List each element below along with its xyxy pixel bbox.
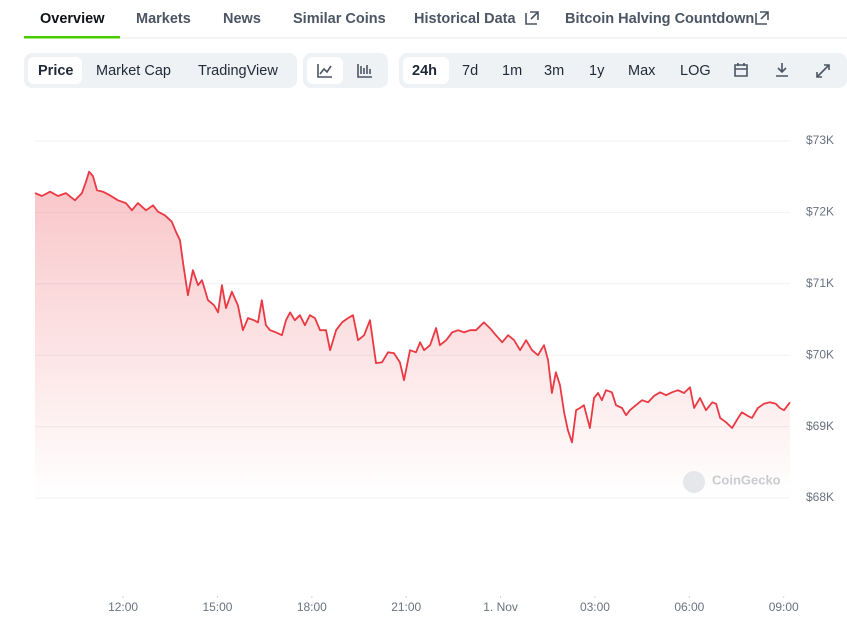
watermark: CoinGecko	[683, 471, 781, 493]
calendar-button[interactable]	[734, 63, 748, 77]
candle-chart-button[interactable]	[357, 64, 372, 78]
x-tick-label: 15:00	[202, 600, 232, 614]
range-button[interactable]: LOG	[680, 63, 711, 79]
x-tick-label: 06:00	[674, 600, 704, 614]
line-chart-button[interactable]	[317, 64, 332, 78]
external-link-icon	[525, 11, 539, 25]
tab[interactable]: Markets	[136, 11, 191, 27]
price-line	[34, 170, 791, 444]
tab[interactable]: Overview	[40, 11, 105, 27]
y-tick-label: $72K	[806, 205, 834, 219]
x-tick-label: 21:00	[391, 600, 421, 614]
download-button[interactable]	[776, 63, 788, 77]
range-button[interactable]: 3m	[544, 63, 564, 79]
range-button[interactable]: Max	[628, 63, 656, 79]
tab[interactable]: News	[223, 11, 261, 27]
view-button[interactable]: TradingView	[198, 63, 278, 79]
y-tick-label: $68K	[806, 490, 834, 504]
x-tick-label: 03:00	[580, 600, 610, 614]
x-tick-label: 12:00	[108, 600, 138, 614]
tab[interactable]: Bitcoin Halving Countdown	[565, 11, 754, 27]
button-group	[399, 53, 847, 88]
view-button[interactable]: Market Cap	[96, 63, 171, 79]
view-button[interactable]: Price	[38, 63, 73, 79]
range-button[interactable]: 24h	[412, 63, 437, 79]
active-button-bg	[403, 57, 449, 84]
range-button[interactable]: 1y	[589, 63, 605, 79]
x-tick-label: 1. Nov	[483, 600, 518, 614]
y-tick-label: $73K	[806, 133, 834, 147]
y-tick-label: $69K	[806, 419, 834, 433]
y-tick-label: $71K	[806, 276, 834, 290]
y-tick-label: $70K	[806, 347, 834, 361]
tab[interactable]: Similar Coins	[293, 11, 386, 27]
active-tab-indicator	[24, 36, 120, 39]
watermark-text: CoinGecko	[712, 472, 781, 487]
range-button[interactable]: 1m	[502, 63, 522, 79]
x-tick-label: 09:00	[769, 600, 799, 614]
range-button[interactable]: 7d	[462, 63, 478, 79]
tab[interactable]: Historical Data	[414, 11, 516, 27]
x-tick-label: 18:00	[297, 600, 327, 614]
button-group	[24, 53, 297, 88]
active-button-bg	[28, 57, 82, 84]
fullscreen-button[interactable]	[816, 64, 830, 78]
external-link-icon	[755, 11, 769, 25]
area-fill	[35, 171, 790, 498]
